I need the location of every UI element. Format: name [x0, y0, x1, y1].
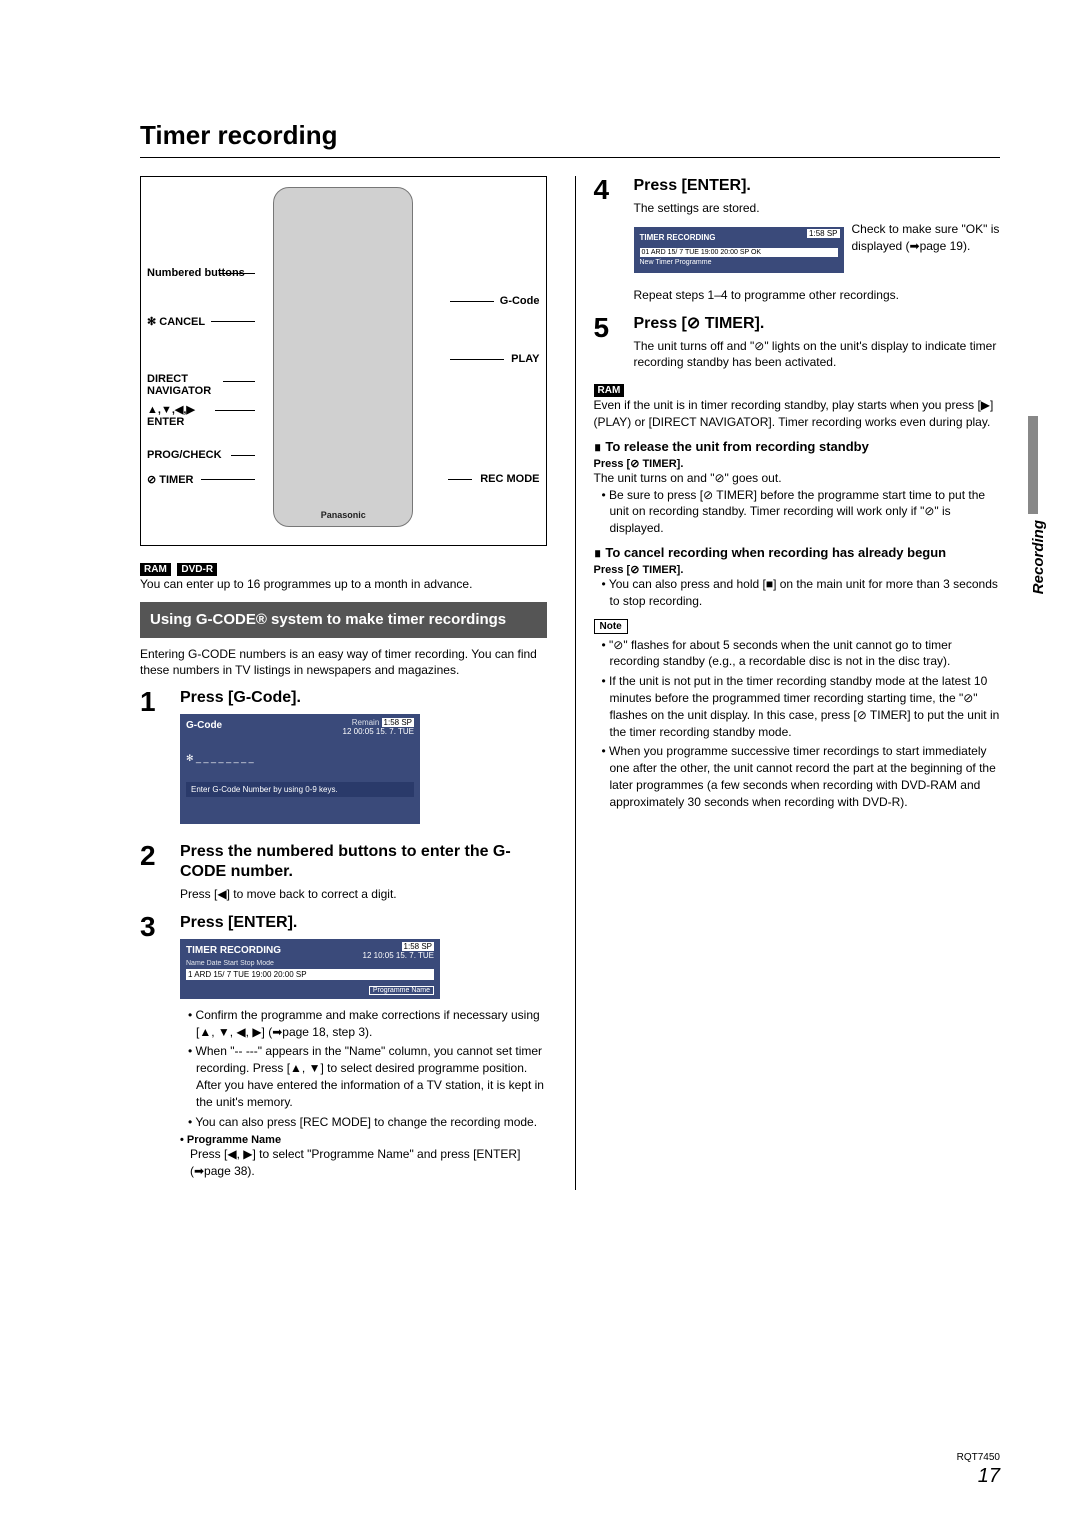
- screen2-row: 1 ARD 15/ 7 TUE 19:00 20:00 SP: [186, 969, 434, 980]
- screen-timer-ok: TIMER RECORDING 1:58 SP 01 ARD 15/ 7 TUE…: [634, 227, 844, 273]
- step-1-title: Press [G-Code].: [180, 688, 547, 708]
- leader-play: [450, 359, 504, 360]
- page-title: Timer recording: [140, 120, 1000, 151]
- prog-name-text: Press [◀, ▶] to select "Programme Name" …: [180, 1146, 547, 1180]
- screen3-newtimer: New Timer Programme: [640, 259, 838, 266]
- step-1: 1 Press [G-Code]. G-Code Remain Remain 1…: [140, 688, 547, 832]
- intro-text: You can enter up to 16 programmes up to …: [140, 576, 547, 592]
- screen-gcode-digits: ✻ _ _ _ _ _ _ _ _: [186, 753, 414, 764]
- leader-arrows: [215, 410, 255, 411]
- leader-recmode: [448, 479, 472, 480]
- footer-page: 17: [957, 1465, 1000, 1488]
- note-bullet-3: When you programme successive timer reco…: [602, 743, 1001, 810]
- step-3-num: 3: [140, 913, 166, 1180]
- leader-gcode: [450, 301, 494, 302]
- step-5-title: Press [⊘ TIMER].: [634, 314, 1001, 334]
- ram-note: Even if the unit is in timer recording s…: [594, 397, 1001, 431]
- sub1-press: Press [⊘ TIMER].: [594, 457, 1001, 470]
- step-5-num: 5: [594, 314, 620, 372]
- subhead-release: To release the unit from recording stand…: [594, 439, 1001, 455]
- prog-name-label: Programme Name: [187, 1134, 281, 1146]
- step-3: 3 Press [ENTER]. TIMER RECORDING 1:58 SP…: [140, 913, 547, 1180]
- leader-directnav: [223, 381, 255, 382]
- label-play: PLAY: [511, 353, 539, 365]
- step3-bullet-2: When "-- ---" appears in the "Name" colu…: [188, 1043, 547, 1110]
- step-3-bullets: Confirm the programme and make correctio…: [180, 1007, 547, 1131]
- badge-dvdr: DVD-R: [177, 563, 217, 576]
- step-4-repeat: Repeat steps 1–4 to programme other reco…: [634, 287, 1001, 304]
- sub2-bullets: You can also press and hold [■] on the m…: [594, 576, 1001, 610]
- leader-cancel: [211, 321, 255, 322]
- step-2: 2 Press the numbered buttons to enter th…: [140, 842, 547, 903]
- label-prog-check: PROG/CHECK: [147, 449, 222, 461]
- left-column: Panasonic Numbered buttons ✻ CANCEL DIRE…: [140, 176, 547, 1190]
- step-4-check: Check to make sure "OK" is displayed (➡p…: [852, 221, 1001, 255]
- label-arrows-enter: ▲,▼,◀,▶ ENTER: [147, 403, 227, 428]
- footer-code: RQT7450: [957, 1452, 1000, 1463]
- leader-numbered: [219, 273, 255, 274]
- screen2-btn: Programme Name: [369, 986, 434, 995]
- screen2-date: 12 10:05 15. 7. TUE: [363, 951, 434, 960]
- section-intro: Entering G-CODE numbers is an easy way o…: [140, 646, 547, 678]
- screen-gcode: G-Code Remain Remain 1:58 SP1:58 SP 12 0…: [180, 714, 420, 824]
- step-4-text: The settings are stored.: [634, 200, 1001, 217]
- side-tab-recording: Recording: [1030, 520, 1047, 594]
- step-4: 4 Press [ENTER]. The settings are stored…: [594, 176, 1001, 304]
- screen3-row: 01 ARD 15/ 7 TUE 19:00 20:00 SP OK: [640, 248, 838, 257]
- sub2-bullet: You can also press and hold [■] on the m…: [602, 576, 1001, 610]
- leader-prog: [231, 455, 255, 456]
- content-columns: Panasonic Numbered buttons ✻ CANCEL DIRE…: [140, 176, 1000, 1190]
- side-accent-bar: [1028, 416, 1038, 514]
- note-label: Note: [594, 619, 628, 634]
- sub1-bullets: Be sure to press [⊘ TIMER] before the pr…: [594, 487, 1001, 537]
- screen-gcode-remain: Remain Remain 1:58 SP1:58 SP: [352, 718, 414, 727]
- label-timer: ⊘ TIMER: [147, 473, 194, 486]
- title-rule: [140, 157, 1000, 158]
- remote-body: Panasonic: [273, 187, 413, 527]
- leader-timer: [201, 479, 255, 480]
- page-footer: RQT7450 17: [957, 1452, 1000, 1488]
- badge-ram: RAM: [140, 563, 171, 576]
- screen-gcode-hint: Enter G-Code Number by using 0-9 keys.: [186, 782, 414, 797]
- screen2-cols: Name Date Start Stop Mode: [186, 960, 434, 967]
- label-direct-navigator: DIRECT NAVIGATOR: [147, 373, 227, 397]
- step-2-num: 2: [140, 842, 166, 903]
- badge-ram-2: RAM: [594, 384, 625, 397]
- screen-gcode-date: 12 00:05 15. 7. TUE: [343, 727, 414, 736]
- label-gcode: G-Code: [500, 295, 540, 307]
- subhead-cancel: To cancel recording when recording has a…: [594, 545, 1001, 561]
- remote-brand: Panasonic: [321, 510, 366, 520]
- right-column: 4 Press [ENTER]. The settings are stored…: [575, 176, 1001, 1190]
- section-bar-gcode: Using G-CODE® system to make timer recor…: [140, 602, 547, 638]
- step-4-num: 4: [594, 176, 620, 304]
- step3-bullet-1: Confirm the programme and make correctio…: [188, 1007, 547, 1041]
- step-2-title: Press the numbered buttons to enter the …: [180, 842, 547, 882]
- sub1-line: The unit turns on and "⊘" goes out.: [594, 470, 1001, 487]
- note-bullet-1: "⊘" flashes for about 5 seconds when the…: [602, 637, 1001, 671]
- step-1-num: 1: [140, 688, 166, 832]
- label-recmode: REC MODE: [480, 473, 539, 485]
- note-bullets: "⊘" flashes for about 5 seconds when the…: [594, 637, 1001, 811]
- step-3-title: Press [ENTER].: [180, 913, 547, 933]
- step-5: 5 Press [⊘ TIMER]. The unit turns off an…: [594, 314, 1001, 372]
- label-cancel: ✻ CANCEL: [147, 315, 205, 328]
- sub1-bullet: Be sure to press [⊘ TIMER] before the pr…: [602, 487, 1001, 537]
- step3-bullet-3: You can also press [REC MODE] to change …: [188, 1114, 547, 1131]
- sub2-press: Press [⊘ TIMER].: [594, 563, 1001, 576]
- screen-timer-rec: TIMER RECORDING 1:58 SP 12 10:05 15. 7. …: [180, 939, 440, 999]
- ram-badge-row: RAM: [594, 381, 1001, 397]
- step-4-title: Press [ENTER].: [634, 176, 1001, 196]
- remote-diagram: Panasonic Numbered buttons ✻ CANCEL DIRE…: [140, 176, 547, 546]
- step-2-text: Press [◀] to move back to correct a digi…: [180, 886, 547, 903]
- note-bullet-2: If the unit is not put in the timer reco…: [602, 673, 1001, 740]
- format-badges: RAM DVD-R: [140, 560, 547, 576]
- step-5-text: The unit turns off and "⊘" lights on the…: [634, 338, 1001, 372]
